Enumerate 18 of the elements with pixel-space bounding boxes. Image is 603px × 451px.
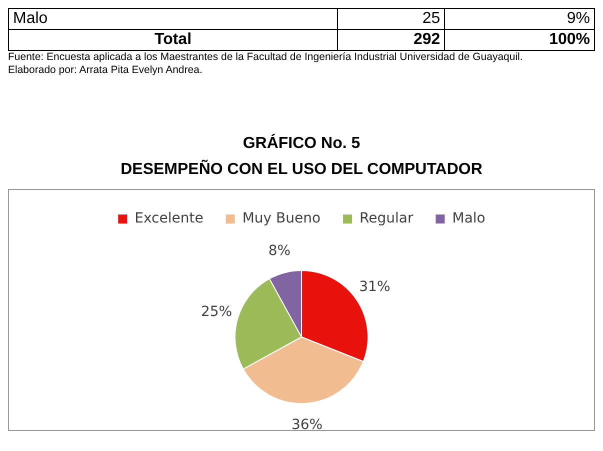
- chart-subtitle: DESEMPEÑO CON EL USO DEL COMPUTADOR: [120, 161, 484, 179]
- text: 100%: [444, 30, 594, 50]
- data-label: 25%: [200, 304, 232, 320]
- legend-label: Regular: [360, 210, 414, 227]
- text: 292: [338, 30, 445, 50]
- source-note: Fuente: Encuesta aplicada a los Maestrantes de la Facultad de Ingeniería Industrial Universidad de Guayaquil.: [8, 51, 524, 64]
- text: 25: [338, 8, 445, 30]
- data-label: 8%: [268, 242, 291, 259]
- chart-title: GRÁFICO No. 5: [242, 135, 362, 153]
- text: 9%: [444, 8, 594, 30]
- legend-label: Malo: [452, 210, 486, 227]
- text: Elaborado por: Arrata Pita Evelyn Andrea.: [8, 64, 204, 77]
- legend-label: Muy Bueno: [242, 210, 321, 227]
- text: Total: [8, 30, 338, 50]
- text: Malo: [8, 8, 338, 30]
- data-label: 36%: [291, 416, 323, 433]
- data-label: 31%: [359, 278, 390, 295]
- legend-label: Excelente: [134, 210, 204, 227]
